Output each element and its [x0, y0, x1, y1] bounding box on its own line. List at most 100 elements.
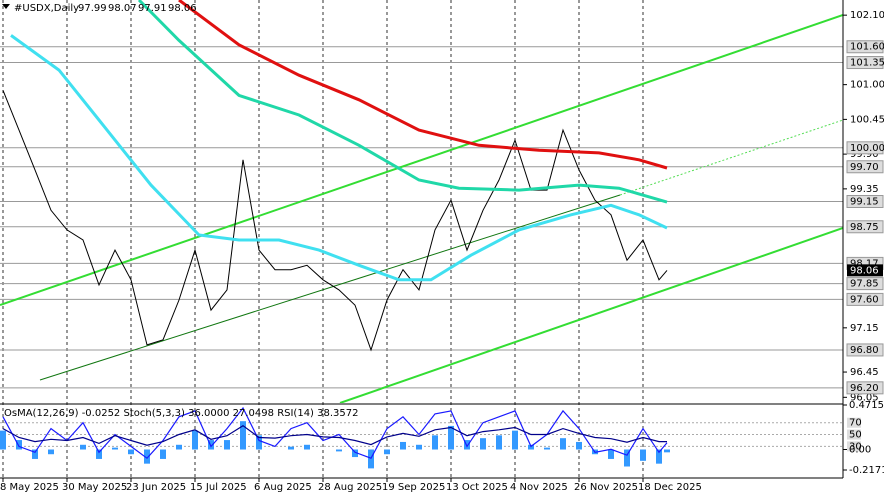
grid	[0, 0, 843, 478]
osma-bar	[400, 441, 406, 450]
trend-line	[39, 194, 621, 381]
osma-bar	[128, 449, 134, 455]
osma-bar	[144, 449, 150, 464]
osma-tick-label: 0.4715	[849, 400, 884, 411]
osma-bar	[32, 449, 38, 459]
level-box	[846, 292, 884, 306]
osma-bar	[304, 444, 310, 450]
osma-bar	[384, 449, 390, 455]
level-box	[846, 56, 884, 70]
level-box	[846, 220, 884, 234]
osma-bar	[368, 449, 374, 469]
osma-bar	[208, 440, 214, 450]
trendlines	[0, 14, 843, 403]
level-label: 99.70	[850, 162, 879, 173]
level-box	[846, 343, 884, 357]
y-tick-label: 100.45	[850, 114, 884, 125]
x-tick-label: 30 May 2025	[62, 482, 127, 493]
level-label: 99.15	[850, 197, 879, 208]
x-tick-label: 13 Oct 2025	[446, 482, 508, 493]
level-box	[846, 381, 884, 395]
level-label: 98.17	[850, 258, 879, 269]
oscillator-line	[2, 406, 668, 460]
osma-bar	[512, 430, 518, 450]
oscillator-line	[2, 424, 667, 446]
osma-bar	[480, 438, 486, 450]
osc-tick-label: 30	[849, 441, 862, 452]
x-tick-label: 6 Aug 2025	[254, 482, 312, 493]
level-box	[846, 195, 884, 208]
x-tick-label: 26 Nov 2025	[574, 482, 638, 493]
y-tick-label: 102.10	[850, 10, 884, 21]
level-label: 96.20	[850, 383, 879, 394]
level-label: 96.80	[850, 345, 879, 356]
osma-bar	[160, 449, 166, 459]
osma-bar	[416, 444, 422, 450]
last-price-label: 98.06	[850, 265, 879, 276]
osma-bar	[256, 435, 262, 450]
level-box	[846, 141, 884, 155]
osma-bar	[664, 449, 670, 453]
y-tick-label: 97.15	[850, 323, 879, 334]
level-label: 98.75	[850, 222, 879, 233]
indicator-title: OsMA(12,26,9) -0.0252 Stoch(5,3,3) 36.00…	[4, 408, 359, 419]
ohlc-value: 97.91	[138, 3, 167, 14]
chart-title: #USDX,Daily	[14, 3, 79, 14]
y-tick-label: 96.05	[850, 392, 879, 403]
osma-bar	[640, 449, 646, 461]
osc-tick-label: 70	[849, 418, 862, 429]
x-tick-label: 23 Jun 2025	[126, 482, 186, 493]
moving-average	[10, 34, 668, 282]
level-label: 97.85	[850, 279, 879, 290]
osma-bar	[336, 449, 342, 452]
ohlc-value: 98.06	[168, 3, 197, 14]
osc-tick-label: 50	[849, 430, 862, 441]
osma-bar	[432, 435, 438, 450]
level-label: 101.35	[850, 58, 884, 69]
osma-bar	[624, 449, 630, 467]
osma-bar	[240, 421, 246, 450]
level-label: 97.60	[850, 294, 879, 305]
x-tick-label: 4 Nov 2025	[510, 482, 568, 493]
osma-bar	[16, 440, 22, 450]
osma-bar	[496, 435, 502, 450]
osma-bar	[80, 444, 86, 450]
x-tick-label: 8 May 2025	[0, 482, 59, 493]
osma-bar	[96, 449, 102, 459]
level-box	[846, 277, 884, 291]
osma-bar	[224, 440, 230, 450]
moving-average	[137, 0, 668, 204]
osma-bar	[656, 449, 662, 464]
y-tick-label: 99.35	[850, 184, 879, 195]
last-price-box	[847, 264, 883, 277]
level-label: 101.60	[850, 42, 884, 53]
symbol-marker	[2, 4, 10, 9]
level-box	[846, 160, 884, 174]
osma-bar	[112, 447, 118, 450]
ohlc-value: 98.07	[108, 3, 137, 14]
osma-bar	[608, 449, 614, 459]
osc-level-box	[847, 429, 861, 440]
y-tick-label: 101.00	[850, 80, 884, 91]
osc-level-box	[847, 441, 861, 452]
osma-bar	[176, 444, 182, 450]
osma-bar	[192, 430, 198, 450]
channel-line	[339, 227, 843, 403]
oscillator-pane	[0, 406, 670, 469]
channel-line	[0, 14, 843, 306]
osma-bar	[448, 425, 454, 450]
level-box	[846, 40, 884, 54]
x-tick-label: 18 Dec 2025	[638, 482, 702, 493]
osma-tick-label: 0.00	[849, 445, 871, 456]
osma-bar	[560, 438, 566, 450]
trend-line-extension	[619, 119, 843, 196]
x-tick-label: 19 Sep 2025	[382, 482, 445, 493]
osma-bar	[464, 440, 470, 450]
y-tick-label: 99.90	[850, 149, 879, 160]
osma-bar	[352, 449, 358, 458]
osma-bar	[48, 449, 54, 455]
ohlc-value: 97.99	[78, 3, 107, 14]
